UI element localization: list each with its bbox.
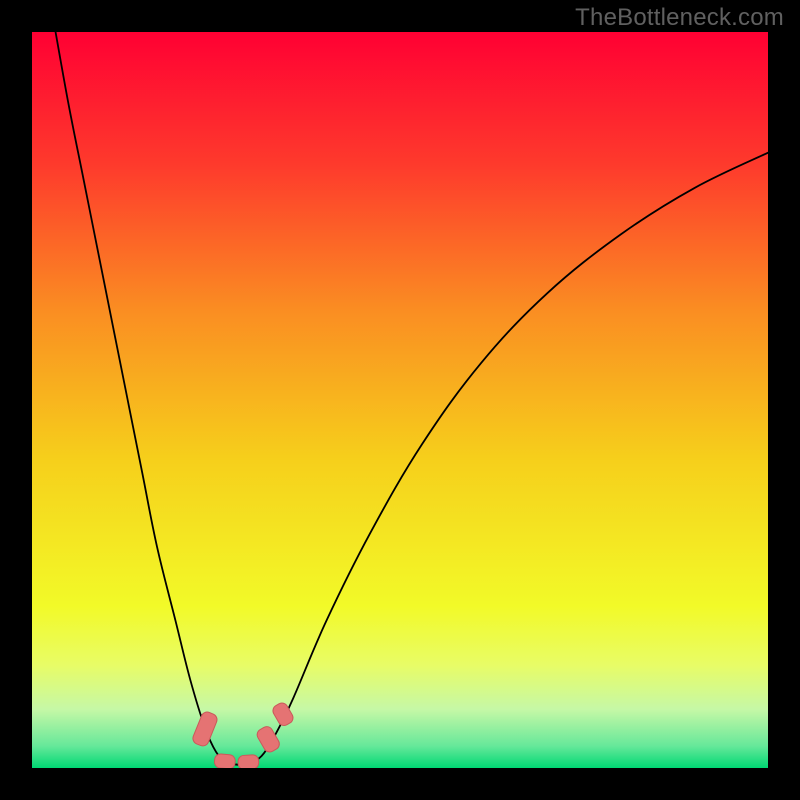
highlight-marker xyxy=(238,754,260,769)
highlight-marker xyxy=(214,754,236,770)
bottleneck-chart xyxy=(0,0,800,800)
watermark-text: TheBottleneck.com xyxy=(575,4,784,32)
chart-root: TheBottleneck.com xyxy=(0,0,800,800)
chart-background xyxy=(32,32,768,768)
